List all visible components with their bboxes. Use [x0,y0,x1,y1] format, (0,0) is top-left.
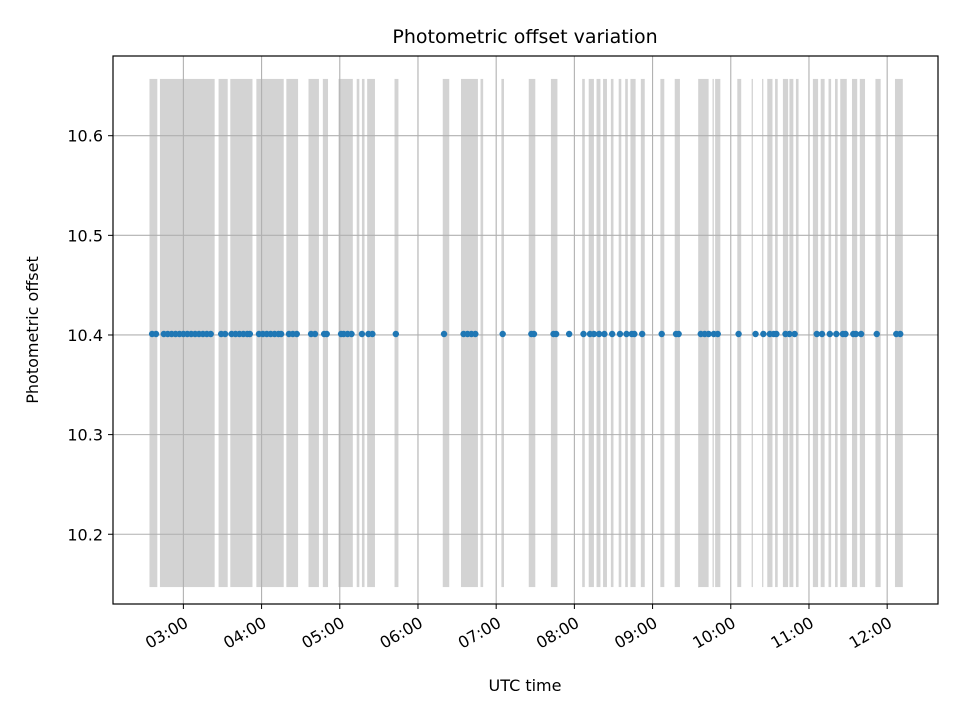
data-point [638,330,646,338]
data-point [616,330,624,338]
data-point [658,330,665,338]
data-point [246,330,254,338]
y-tick-label: 10.6 [67,127,103,146]
x-axis-label: UTC time [489,676,562,695]
data-point [623,330,630,338]
data-point [735,330,742,338]
data-point [595,330,603,338]
data-point [786,330,793,338]
data-points [148,330,904,338]
y-tick-label: 10.2 [67,525,103,544]
data-point [440,330,448,338]
data-point [631,330,638,338]
y-axis-label: Photometric offset [23,256,42,404]
y-tick-label: 10.5 [67,226,103,245]
data-point [293,330,300,338]
data-point [833,330,840,338]
data-point [852,330,860,338]
data-point [705,330,712,338]
data-point [472,330,479,338]
data-point [601,330,608,338]
data-point [580,330,587,338]
data-point [826,330,834,338]
data-point [842,330,849,338]
data-point [791,330,798,338]
data-point [277,330,285,338]
data-point [348,330,355,338]
data-point [311,330,319,338]
data-point [813,330,820,338]
data-point [221,330,229,338]
data-point [530,330,538,338]
data-point [590,330,598,338]
data-point [760,330,767,338]
data-point [207,330,214,338]
data-point [897,330,904,338]
data-point [675,330,682,338]
data-point [752,330,759,338]
data-point [714,330,721,338]
data-point [873,330,880,338]
data-point [392,330,400,338]
y-tick-label: 10.4 [67,326,103,345]
data-point [608,330,616,338]
data-point [552,330,560,338]
data-point [773,330,780,338]
data-point [323,330,330,338]
data-point [369,330,376,338]
y-axis-ticks: 10.2 10.3 10.4 10.5 10.6 [67,127,113,544]
y-tick-label: 10.3 [67,426,103,445]
plot-frame [112,55,939,605]
data-point [152,330,160,338]
data-point [857,330,865,338]
data-point [818,330,826,338]
exposure-band [751,78,753,588]
exposure-band [356,78,360,588]
chart-title: Photometric offset variation [392,26,657,48]
data-point [358,330,366,338]
exposure-band [480,78,484,588]
data-point [565,330,573,338]
data-point [499,330,506,338]
